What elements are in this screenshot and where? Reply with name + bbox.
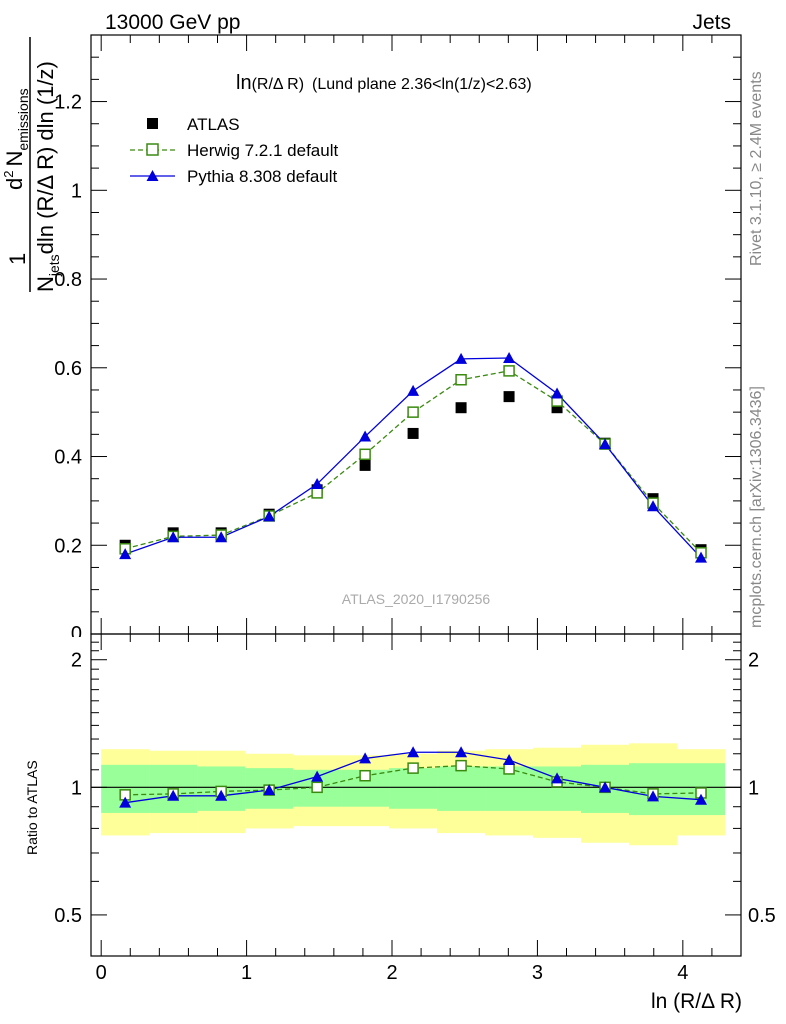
atlas-point [359,459,371,471]
pythia-ratio-point [647,790,660,802]
pythia-ratio-point [407,746,420,758]
legend-atlas-label: ATLAS [187,115,240,134]
pythia-ratio-point [695,793,708,805]
analysis-watermark: ATLAS_2020_I1790256 [342,591,491,607]
side-label-mcplots: mcplots.cern.ch [arXiv:1306.3436] [748,386,765,628]
y-tick-label-zero: 0 [71,623,82,645]
pythia-ratio-point [455,746,468,758]
pythia-ratio-point [167,789,180,801]
y-tick-label: 1 [71,180,82,202]
pythia-point [503,352,516,364]
legend-atlas-marker [147,118,158,129]
y-tick-label: 0.4 [54,447,82,469]
atlas-point [551,402,563,414]
x-tick-label: 1 [241,962,252,984]
y-label-denominator: Njetsdln (R/Δ R) dln (1/z) [33,61,62,292]
herwig-ratio-point [359,769,371,782]
y-label-one: 1 [5,253,30,265]
ratio-y-tick-label-left: 1 [71,777,82,799]
pythia-point [263,510,276,522]
y-tick-label: 0.8 [54,269,82,291]
herwig-point [503,365,515,377]
pythia-point [311,478,324,490]
y-axis-label: 1 Njetsdln (R/Δ R) dln (1/z) d2Nemission… [1,37,62,292]
ratio-y-label: Ratio to ATLAS [24,760,40,855]
herwig-point [311,487,323,499]
pythia-ratio-point [359,752,372,764]
herwig-line [125,370,702,554]
atlas-point [503,391,515,403]
header-left: 13000 GeV pp [105,11,240,34]
side-label-rivet: Rivet 3.1.10, ≥ 2.4M events [748,71,765,266]
y-tick-label: 0.2 [54,535,82,557]
pythia-point [695,551,708,563]
ratio-y-tick-label-left: 0.5 [54,905,82,927]
pythia-point [599,438,612,450]
header-right: Jets [692,11,731,34]
herwig-point [407,406,419,418]
ratio-band-inner [389,768,438,809]
x-tick-label: 4 [677,962,688,984]
legend-pythia-label: Pythia 8.308 default [187,167,338,186]
pythia-point [407,384,420,396]
ratio-panel-frame [90,633,742,957]
pythia-point [167,531,180,543]
pythia-ratio-point [119,796,132,808]
pythia-ratio-point [263,784,276,796]
zero-label-mask [60,637,90,647]
pythia-ratio-point [215,789,228,801]
x-tick-label: 0 [96,962,107,984]
pythia-ratio-point [599,781,612,793]
herwig-point [359,448,371,461]
ratio-band-inner [437,766,486,811]
x-tick-label: 2 [386,962,397,984]
y-tick-label: 1.2 [54,92,82,114]
legend-herwig-label: Herwig 7.2.1 default [187,141,338,160]
y-label-numerator: d2Nemissions [1,88,31,190]
legend-pythia-marker [146,170,159,181]
herwig-ratio-point [455,759,467,772]
herwig-point [455,374,467,386]
ratio-y-tick-label-left: 2 [71,650,82,672]
ratio-y-tick-label-right: 0.5 [748,905,776,927]
herwig-ratio-point [407,762,419,774]
pythia-point [647,500,660,512]
pythia-point [215,531,228,543]
legend: ATLAS Herwig 7.2.1 default Pythia 8.308 … [130,115,338,186]
pythia-point [551,387,564,399]
x-tick-label: 3 [532,962,543,984]
pythia-ratio-point [503,754,516,766]
herwig-ratio-point [311,781,323,794]
pythia-ratio-point [311,770,324,782]
atlas-point [407,427,419,439]
legend-herwig-marker [146,143,159,156]
pythia-point [455,352,468,364]
atlas-point [455,402,467,414]
y-tick-label: 0.6 [54,358,82,380]
herwig-ratio-point [503,763,515,775]
ratio-y-tick-label-right: 1 [748,777,759,799]
pythia-point [359,430,372,442]
pythia-point [119,548,132,560]
pythia-ratio-point [551,772,564,784]
plot-title: ln(R/Δ R) (Lund plane 2.36<ln(1/z)<2.63) [236,72,532,94]
x-axis-label: ln (R/Δ R) [651,990,742,1013]
ratio-y-tick-label-right: 2 [748,650,759,672]
